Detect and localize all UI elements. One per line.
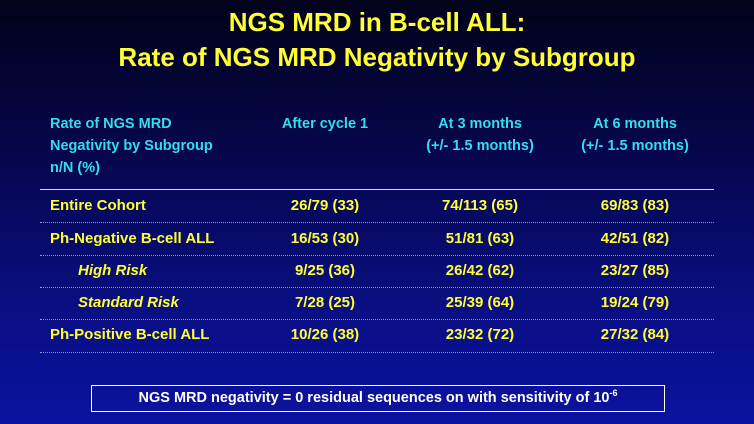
table-row: Ph-Positive B-cell ALL 10/26 (38) 23/32 … — [40, 319, 714, 351]
definition-note-text: NGS MRD negativity = 0 residual sequence… — [138, 390, 610, 406]
header-at-3-months-line-2: (+/- 1.5 months) — [426, 138, 534, 154]
row-label: Standard Risk — [78, 294, 179, 311]
cell-after-cycle-1: 10/26 (38) — [290, 326, 360, 343]
row-divider — [40, 222, 714, 223]
cell-at-6-months: 69/83 (83) — [600, 197, 670, 214]
row-divider — [40, 319, 714, 320]
cell-at-6-months: 42/51 (82) — [600, 230, 670, 247]
cell-at-3-months: 25/39 (64) — [445, 294, 515, 311]
table-row: High Risk 9/25 (36) 26/42 (62) 23/27 (85… — [40, 255, 714, 287]
slide-title-line-1: NGS MRD in B-cell ALL: — [228, 7, 526, 37]
cell-at-3-months: 51/81 (63) — [445, 230, 515, 247]
cell-at-6-months: 23/27 (85) — [600, 262, 670, 279]
cell-after-cycle-1: 7/28 (25) — [294, 294, 356, 311]
definition-note: NGS MRD negativity = 0 residual sequence… — [91, 385, 665, 412]
row-divider — [40, 287, 714, 288]
cell-at-3-months: 26/42 (62) — [445, 262, 515, 279]
header-subgroup-line-3: n/N (%) — [50, 160, 100, 176]
cell-at-3-months: 23/32 (72) — [445, 326, 515, 343]
cell-after-cycle-1: 9/25 (36) — [294, 262, 356, 279]
table-row: Ph-Negative B-cell ALL 16/53 (30) 51/81 … — [40, 223, 714, 255]
header-subgroup: Rate of NGS MRD Negativity by Subgroup n… — [50, 113, 260, 179]
header-at-6-months-line-2: (+/- 1.5 months) — [581, 138, 689, 154]
cell-at-3-months: 74/113 (65) — [442, 197, 518, 214]
header-at-6-months: At 6 months (+/- 1.5 months) — [560, 113, 710, 157]
cell-at-6-months: 19/24 (79) — [600, 294, 670, 311]
header-at-3-months-line-1: At 3 months — [438, 116, 522, 132]
header-subgroup-line-1: Rate of NGS MRD — [50, 116, 172, 132]
cell-at-6-months: 27/32 (84) — [600, 326, 670, 343]
header-divider — [40, 189, 714, 190]
header-after-cycle-1-line-1: After cycle 1 — [281, 116, 369, 132]
header-subgroup-line-2: Negativity by Subgroup — [50, 138, 213, 154]
slide-title-line-2: Rate of NGS MRD Negativity by Subgroup — [118, 42, 636, 72]
header-at-6-months-line-1: At 6 months — [593, 116, 677, 132]
row-label: Entire Cohort — [50, 197, 146, 214]
header-at-3-months: At 3 months (+/- 1.5 months) — [400, 113, 560, 157]
row-label: High Risk — [78, 262, 148, 279]
table-row: Standard Risk 7/28 (25) 25/39 (64) 19/24… — [40, 287, 714, 319]
definition-note-exponent: -6 — [609, 388, 618, 398]
table-row: Entire Cohort 26/79 (33) 74/113 (65) 69/… — [40, 190, 714, 222]
cell-after-cycle-1: 16/53 (30) — [290, 230, 360, 247]
row-label: Ph-Negative B-cell ALL — [50, 230, 215, 247]
cell-after-cycle-1: 26/79 (33) — [290, 197, 360, 214]
row-divider — [40, 352, 714, 353]
row-divider — [40, 255, 714, 256]
header-after-cycle-1: After cycle 1 — [255, 113, 395, 135]
row-label: Ph-Positive B-cell ALL — [50, 326, 210, 343]
